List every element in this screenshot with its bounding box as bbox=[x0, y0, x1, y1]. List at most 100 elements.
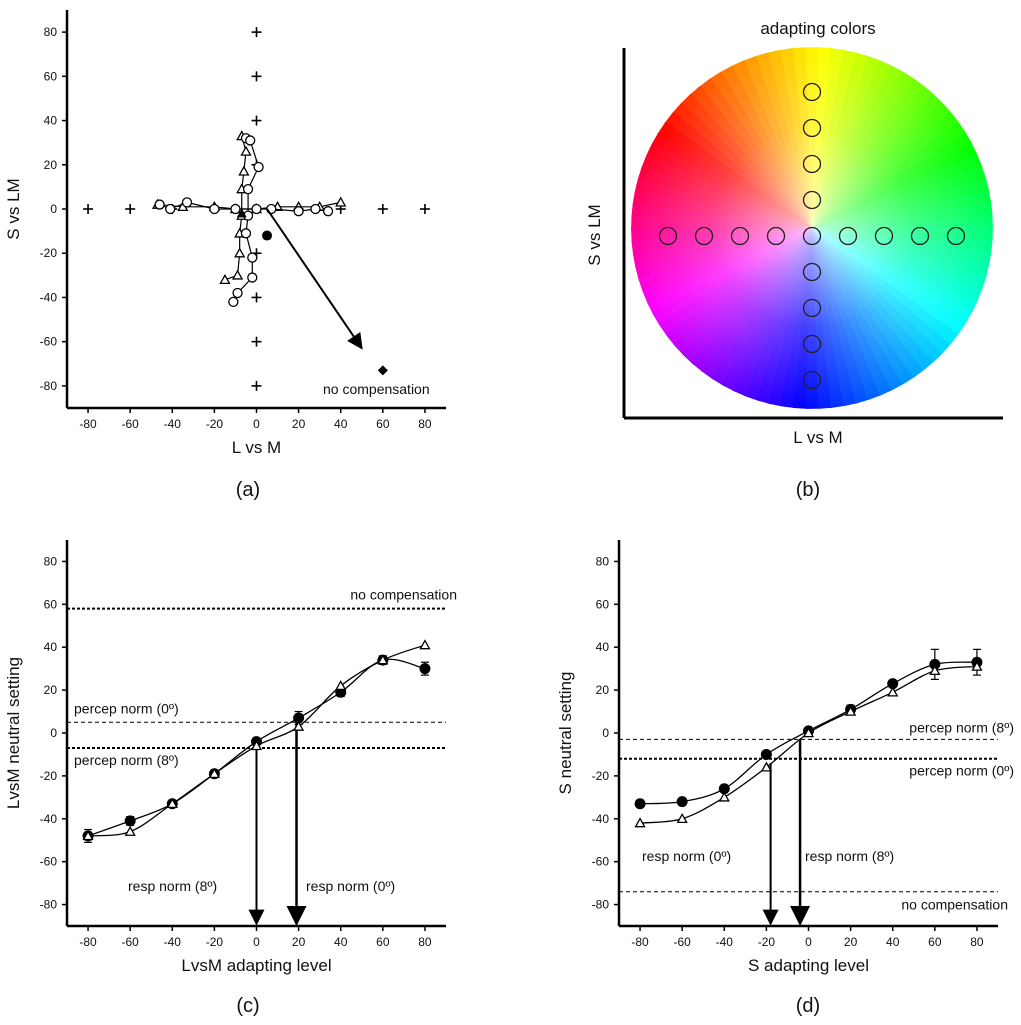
y-axis-label: LvsM neutral setting bbox=[4, 657, 23, 809]
adapting-color-marker bbox=[694, 226, 714, 246]
adapting-color-marker bbox=[802, 226, 822, 246]
y-tick-label: 0 bbox=[50, 726, 57, 740]
data-point bbox=[676, 812, 688, 824]
y-tick-label: -40 bbox=[592, 812, 610, 826]
data-point bbox=[310, 203, 321, 215]
data-point bbox=[247, 252, 258, 263]
compensation-arrow bbox=[266, 208, 363, 350]
data-point bbox=[419, 663, 431, 675]
adapting-color-marker bbox=[802, 118, 822, 138]
panel-label: (b) bbox=[796, 479, 820, 501]
x-tick-label: -80 bbox=[631, 935, 649, 949]
adapting-color-marker bbox=[802, 190, 822, 210]
x-axis-label: L vs M bbox=[232, 438, 281, 457]
data-point bbox=[335, 196, 347, 207]
y-tick-label: -80 bbox=[40, 898, 58, 912]
data-point bbox=[802, 727, 815, 738]
x-tick-label: 0 bbox=[253, 417, 260, 431]
data-point bbox=[250, 740, 263, 751]
data-point bbox=[293, 206, 304, 217]
x-tick-label: 60 bbox=[376, 935, 390, 949]
data-point bbox=[219, 273, 231, 285]
data-point bbox=[322, 206, 334, 217]
adapting-color-marker bbox=[730, 226, 750, 246]
x-tick-label: -20 bbox=[206, 417, 224, 431]
x-axis-label: L vs M bbox=[793, 428, 842, 447]
y-tick-label: 20 bbox=[596, 683, 610, 697]
y-axis-label: S neutral setting bbox=[556, 672, 575, 795]
x-tick-label: -60 bbox=[121, 935, 139, 949]
filled-point bbox=[262, 230, 273, 241]
data-point bbox=[209, 203, 220, 215]
data-point bbox=[377, 654, 389, 665]
y-tick-label: 40 bbox=[44, 114, 58, 128]
y-tick-label: 40 bbox=[596, 640, 610, 654]
data-point bbox=[231, 269, 244, 280]
data-point bbox=[253, 161, 264, 173]
adapting-color-marker bbox=[946, 226, 966, 246]
x-tick-label: 60 bbox=[376, 417, 390, 431]
series-line bbox=[232, 137, 260, 303]
filled-point bbox=[377, 365, 388, 376]
y-tick-label: 60 bbox=[44, 597, 58, 611]
panel-c: -80 -60 -40 -20 0 20 40 60 80 -80 -60 -40 -20 0 20 40 60… bbox=[4, 540, 457, 1017]
panel-d: -80 -60 -40 -20 0 20 40 60 80 -80 -60 -40 -20 0 20 40 60… bbox=[556, 540, 1014, 1017]
y-tick-label: 60 bbox=[44, 69, 58, 83]
adapting-color-marker bbox=[802, 262, 822, 282]
series-line bbox=[159, 201, 329, 212]
color-disc bbox=[631, 47, 993, 409]
adapting-color-marker bbox=[910, 226, 930, 246]
data-point bbox=[929, 664, 941, 676]
panel-label: (a) bbox=[236, 479, 260, 501]
filled-point bbox=[236, 208, 247, 218]
data-point bbox=[166, 797, 178, 809]
data-point bbox=[154, 199, 165, 210]
data-point bbox=[124, 825, 136, 836]
panel-label: (d) bbox=[796, 995, 820, 1017]
y-tick-label: 80 bbox=[44, 554, 58, 568]
reference-line-label: percep norm (8º) bbox=[74, 752, 179, 768]
data-point bbox=[251, 203, 262, 215]
reference-line-label: percep norm (8º) bbox=[909, 719, 1014, 735]
arrow-label: resp norm (0º) bbox=[306, 878, 395, 894]
y-tick-label: -60 bbox=[592, 855, 610, 869]
data-point bbox=[240, 228, 252, 239]
x-tick-label: 40 bbox=[334, 417, 348, 431]
x-tick-label: -80 bbox=[79, 417, 97, 431]
adapting-color-marker bbox=[658, 226, 678, 246]
y-tick-label: -80 bbox=[40, 379, 58, 393]
x-tick-label: 60 bbox=[928, 935, 942, 949]
x-tick-label: -80 bbox=[79, 935, 97, 949]
x-tick-label: 80 bbox=[418, 417, 432, 431]
data-point bbox=[234, 247, 246, 258]
y-tick-label: 0 bbox=[602, 726, 609, 740]
data-point bbox=[293, 720, 305, 731]
reference-line-label: no compensation bbox=[901, 897, 1008, 913]
data-point bbox=[240, 145, 252, 156]
data-point bbox=[845, 705, 857, 716]
data-point bbox=[634, 817, 646, 828]
data-point bbox=[929, 658, 941, 670]
data-point bbox=[676, 796, 688, 808]
data-point bbox=[165, 203, 176, 215]
y-tick-label: -40 bbox=[40, 812, 58, 826]
y-tick-label: -40 bbox=[40, 290, 58, 304]
y-tick-label: 80 bbox=[44, 25, 58, 39]
data-point bbox=[232, 287, 243, 299]
reference-line-label: percep norm (0º) bbox=[909, 763, 1014, 779]
data-point bbox=[887, 686, 899, 697]
adapting-color-marker bbox=[766, 226, 786, 246]
x-tick-label: -40 bbox=[716, 935, 734, 949]
y-tick-label: -60 bbox=[40, 335, 58, 349]
data-point bbox=[335, 679, 347, 691]
adapting-color-marker bbox=[802, 154, 822, 174]
arrow-label: resp norm (0º) bbox=[642, 848, 731, 864]
chart-title: adapting colors bbox=[760, 19, 875, 38]
adapting-color-marker bbox=[838, 226, 858, 246]
data-point bbox=[760, 748, 772, 760]
annotation-text: no compensation bbox=[323, 381, 430, 397]
x-axis-label: S adapting level bbox=[748, 956, 869, 975]
reference-line-label: no compensation bbox=[350, 587, 457, 603]
data-point bbox=[718, 783, 730, 795]
